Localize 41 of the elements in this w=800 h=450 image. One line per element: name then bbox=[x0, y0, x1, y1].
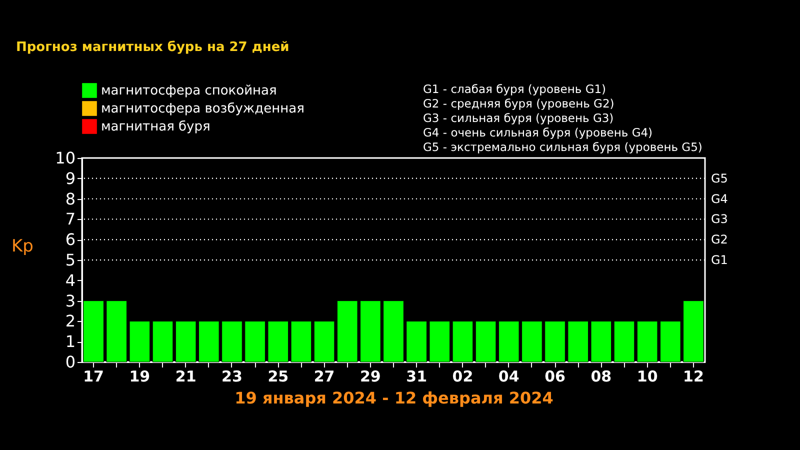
x-tick-label: 17 bbox=[83, 368, 104, 386]
y-tick-label: 2 bbox=[65, 312, 76, 331]
chart-title: Прогноз магнитных бурь на 27 дней bbox=[16, 40, 290, 55]
text: G4 - очень сильная буря (уровень G4) bbox=[423, 126, 653, 140]
y-axis-title: Kp bbox=[12, 236, 34, 256]
x-tick-label: 02 bbox=[452, 368, 474, 386]
x-axis-title: 19 января 2024 - 12 февраля 2024 bbox=[234, 388, 554, 408]
x-tick-label: 31 bbox=[406, 368, 428, 386]
x-tick-label: 23 bbox=[222, 368, 242, 386]
text: G1 - слабая буря (уровень G1) bbox=[423, 82, 606, 96]
y-tick-label: 1 bbox=[65, 332, 76, 352]
y-tick-label: 9 bbox=[65, 168, 76, 188]
y-tick-label: 5 bbox=[65, 250, 76, 270]
y-tick-label: 3 bbox=[65, 291, 76, 310]
y-tick-label: 4 bbox=[65, 270, 76, 290]
ref-line-label: G1 bbox=[711, 253, 728, 267]
ref-line-label: G3 bbox=[711, 212, 728, 226]
legend-label: магнитная буря bbox=[101, 120, 210, 134]
ref-line-label: G4 bbox=[711, 192, 728, 206]
text: G5 - экстремально сильная буря (уровень G5) bbox=[423, 140, 702, 154]
legend-label: магнитосфера возбужденная bbox=[101, 102, 304, 116]
x-tick-label: 06 bbox=[544, 368, 566, 386]
x-tick-label: 29 bbox=[360, 368, 381, 386]
y-tick-label: 6 bbox=[65, 230, 76, 250]
x-tick-label: 08 bbox=[590, 368, 612, 386]
x-tick-label: 19 bbox=[129, 368, 150, 386]
text: G3 - сильная буря (уровень G3) bbox=[423, 111, 614, 125]
x-tick-label: 12 bbox=[683, 368, 704, 386]
y-tick-label: 0 bbox=[65, 352, 76, 372]
x-tick-label: 21 bbox=[175, 368, 196, 386]
legend-label: магнитосфера спокойная bbox=[101, 84, 277, 98]
x-tick-label: 10 bbox=[636, 368, 658, 386]
x-tick-label: 04 bbox=[498, 368, 520, 386]
x-tick-label: 25 bbox=[268, 368, 289, 386]
ref-line-label: G5 bbox=[711, 171, 728, 186]
y-tick-label: 7 bbox=[65, 210, 76, 229]
y-tick-label: 10 bbox=[55, 148, 76, 168]
text: G2 - средняя буря (уровень G2) bbox=[423, 96, 614, 110]
ref-line-label: G2 bbox=[711, 232, 728, 247]
y-tick-label: 8 bbox=[65, 189, 76, 208]
x-tick-label: 27 bbox=[314, 368, 335, 386]
